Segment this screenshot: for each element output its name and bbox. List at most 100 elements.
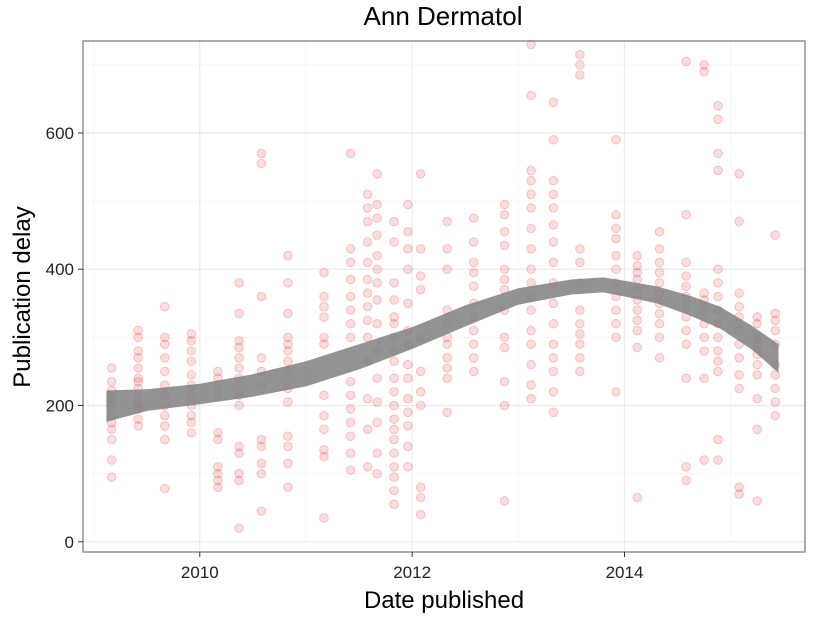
data-point	[442, 407, 452, 418]
data-point	[526, 203, 536, 213]
data-point	[283, 458, 293, 469]
y-tick-label: 600	[46, 124, 74, 143]
data-point	[362, 189, 373, 200]
data-point	[362, 216, 373, 227]
data-point	[611, 250, 621, 261]
data-point	[681, 462, 691, 472]
data-point	[372, 373, 382, 384]
data-point	[770, 230, 781, 240]
data-point	[713, 455, 723, 465]
data-point	[362, 424, 373, 435]
data-point	[526, 393, 536, 404]
data-point	[752, 312, 763, 322]
data-point	[468, 257, 479, 268]
data-point	[372, 417, 382, 428]
data-point	[526, 175, 536, 186]
data-point	[713, 434, 723, 445]
data-point	[256, 434, 267, 445]
data-point	[372, 213, 382, 223]
data-point	[526, 223, 536, 234]
data-point	[283, 431, 293, 441]
data-point	[234, 448, 244, 459]
data-point	[256, 291, 267, 302]
data-point	[415, 482, 426, 493]
data-point	[186, 410, 197, 421]
data-point	[770, 383, 781, 394]
data-point	[213, 366, 223, 377]
data-point	[415, 366, 426, 377]
data-point	[345, 390, 356, 401]
data-point	[372, 199, 382, 210]
data-point	[734, 169, 744, 179]
data-point	[234, 342, 244, 353]
data-point	[654, 318, 665, 329]
data-point	[389, 216, 399, 227]
data-point	[133, 363, 144, 373]
data-point	[442, 353, 452, 363]
data-point	[403, 359, 413, 370]
data-point	[654, 267, 665, 278]
data-point	[442, 339, 452, 349]
data-point	[681, 325, 691, 336]
data-point	[713, 356, 723, 367]
data-point	[699, 455, 709, 465]
data-point	[133, 373, 144, 384]
data-point	[499, 376, 510, 387]
data-point	[611, 223, 621, 234]
data-point	[632, 250, 643, 261]
data-point	[654, 353, 665, 363]
data-point	[526, 165, 536, 176]
data-point	[234, 308, 244, 319]
data-point	[632, 492, 643, 503]
data-point	[133, 421, 144, 431]
data-point	[256, 148, 267, 159]
data-point	[699, 66, 709, 77]
data-point	[389, 434, 399, 445]
data-point	[319, 513, 329, 523]
data-point	[234, 475, 244, 486]
data-point	[442, 373, 452, 384]
data-point	[442, 244, 452, 254]
data-point	[133, 346, 144, 356]
data-point	[133, 353, 144, 363]
data-point	[403, 441, 413, 452]
data-point	[106, 455, 117, 465]
x-tick-label: 2014	[606, 563, 644, 582]
data-point	[362, 462, 373, 472]
data-point	[106, 424, 117, 435]
data-point	[319, 410, 329, 421]
data-point	[575, 353, 585, 363]
y-tick-label: 200	[46, 397, 74, 416]
plot-panel	[83, 41, 805, 552]
data-point	[752, 318, 763, 329]
data-point	[442, 363, 452, 373]
data-point	[389, 295, 399, 305]
data-point	[499, 240, 510, 251]
data-point	[106, 434, 117, 445]
data-point	[362, 332, 373, 343]
data-point	[389, 387, 399, 397]
data-point	[403, 421, 413, 431]
data-point	[468, 281, 479, 292]
y-tick-label: 400	[46, 260, 74, 279]
data-point	[159, 483, 170, 494]
data-point	[548, 189, 559, 200]
data-point	[362, 288, 373, 298]
data-point	[654, 308, 665, 319]
data-point	[403, 373, 413, 384]
data-point	[283, 339, 293, 349]
chart-title: Ann Dermatol	[364, 1, 523, 31]
data-point	[548, 353, 559, 363]
data-point	[632, 305, 643, 315]
data-point	[499, 209, 510, 220]
data-point	[734, 383, 744, 394]
data-point	[548, 203, 559, 213]
data-point	[319, 390, 329, 401]
data-point	[283, 346, 293, 356]
data-point	[133, 414, 144, 424]
x-tick-label: 2010	[181, 563, 219, 582]
data-point	[234, 335, 244, 346]
data-point	[186, 329, 197, 339]
data-point	[654, 244, 665, 254]
